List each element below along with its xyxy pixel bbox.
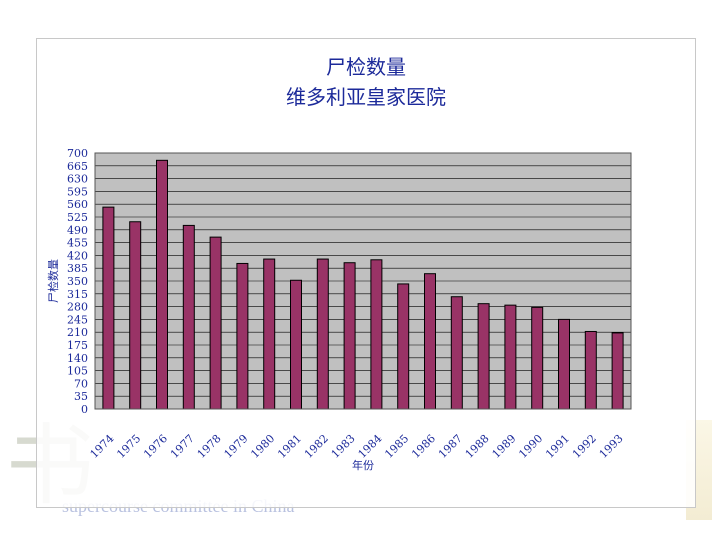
bar-1991 [558,318,570,410]
bar-1977 [182,224,195,410]
x-tick-label: 1977 [168,432,197,461]
y-tick-label: 525 [67,211,88,224]
chart-title: 尸检数量 [326,55,406,79]
y-tick-label: 630 [67,173,88,186]
x-tick-label: 1976 [141,432,170,461]
x-tick-label: 1988 [463,432,492,461]
y-tick-label: 175 [67,339,88,352]
x-axis-title: 年份 [352,458,374,472]
x-tick-label: 1984 [356,432,385,461]
x-tick-label: 1979 [222,432,251,461]
bar-1987 [450,296,463,410]
x-tick-label: 1981 [275,432,304,461]
y-tick-label: 140 [67,352,88,365]
y-tick-label: 315 [67,288,88,301]
bar-1993 [611,332,624,410]
y-tick-label: 280 [67,301,88,314]
x-tick-label: 1974 [88,432,117,461]
y-tick-label: 490 [67,224,88,237]
y-axis-title: 尸检数量 [46,259,60,303]
y-tick-label: 700 [67,147,88,160]
bar-1978 [209,236,222,410]
y-tick-label: 210 [67,326,88,339]
x-tick-label: 1982 [302,432,331,461]
y-tick-label: 35 [74,390,88,403]
y-tick-label: 0 [81,403,88,416]
y-tick-label: 385 [67,262,88,275]
bar-1975 [129,221,142,410]
y-tick-label: 455 [67,237,88,250]
x-tick-label: 1992 [570,432,599,461]
bar-1986 [424,273,436,410]
y-tick-label: 350 [67,275,88,288]
x-tick-label: 1989 [490,432,519,461]
bar-chart: 0357010514017521024528031535038542045549… [46,147,632,472]
y-tick-label: 560 [67,198,88,211]
y-tick-label: 70 [74,377,88,390]
chart-panel: 尸检数量 维多利亚皇家医院 0 35 70 105 140 175 210 245 280 315… [36,38,696,508]
bar-1982 [316,258,329,410]
x-tick-label: 1990 [516,432,545,461]
bar-1979 [236,262,249,410]
x-tick-label: 1987 [436,432,465,461]
x-tick-label: 1975 [114,432,143,461]
bar-1988 [477,303,490,410]
x-tick-label: 1983 [329,432,358,461]
bar-1989 [504,304,517,410]
y-tick-label: 105 [67,365,88,378]
y-tick-label: 665 [67,160,88,173]
x-tick-label: 1985 [382,432,411,461]
x-tick-label: 1980 [248,432,277,461]
bar-1980 [263,258,276,410]
bar-1974 [102,206,115,410]
plot-border [94,152,632,410]
bar-1976 [156,159,168,410]
x-tick-label: 1993 [597,432,626,461]
bar-1992 [584,330,597,410]
bar-1985 [397,283,410,410]
x-tick-label: 1978 [195,432,224,461]
bar-1981 [290,279,302,410]
bar-1983 [343,262,356,410]
chart-subtitle: 维多利亚皇家医院 [286,85,446,109]
y-tick-label: 420 [67,249,88,262]
x-tick-label: 1991 [543,432,572,461]
bar-1984 [370,259,383,410]
x-tick-label: 1986 [409,432,438,461]
y-tick-label: 245 [67,313,88,326]
bar-1990 [531,306,544,410]
y-tick-label: 595 [67,185,88,198]
